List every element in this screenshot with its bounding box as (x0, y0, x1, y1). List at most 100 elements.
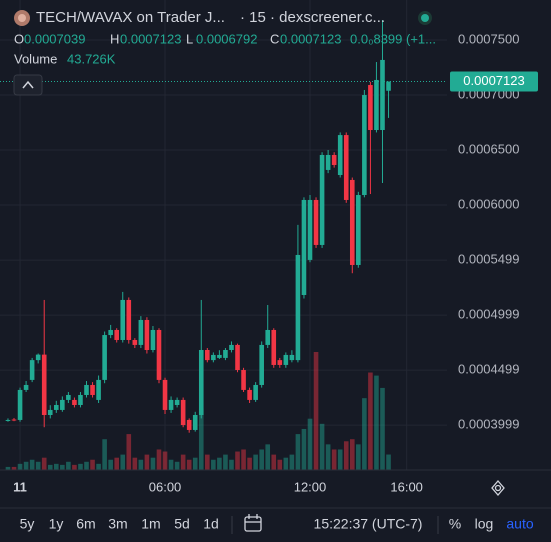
candle-body (156, 329, 162, 380)
candle-body (283, 354, 289, 365)
candle-body (102, 335, 107, 380)
candle-body (265, 329, 271, 345)
volume-bar (29, 459, 35, 470)
candle-body (289, 354, 295, 361)
y-tick-label: 0.0004499 (458, 362, 519, 377)
ohlc-value: 0.0006792 (196, 31, 257, 46)
volume-bar (247, 457, 252, 470)
volume-bar (90, 459, 95, 470)
scale-option[interactable]: auto (506, 516, 533, 532)
candle-body (66, 394, 71, 400)
candle-body (120, 299, 126, 340)
candle-body (259, 344, 264, 385)
volume-bar (349, 439, 355, 470)
candle-body (192, 415, 198, 430)
scale-option[interactable]: % (449, 516, 461, 532)
candle-body (307, 199, 313, 260)
candle-body (47, 409, 53, 416)
candle-body (162, 379, 168, 410)
candle-body (235, 344, 240, 371)
time-label[interactable]: 15:22:37 (UTC-7) (314, 516, 423, 532)
candle-body (368, 85, 373, 131)
volume-bar (295, 434, 301, 470)
volume-bar (60, 464, 65, 470)
volume-bar (126, 434, 132, 470)
volume-bar (96, 463, 101, 470)
range-button[interactable]: 3m (108, 516, 127, 532)
volume-bar (259, 449, 264, 470)
candle-body (35, 354, 41, 361)
volume-bar (5, 466, 11, 470)
volume-bar (168, 459, 174, 470)
candle-body (301, 199, 307, 296)
volume-bar (114, 457, 120, 470)
volume-bar (235, 451, 240, 470)
y-tick-label: 0.0007500 (458, 31, 519, 46)
volume-bar (53, 463, 59, 470)
volume-bar (271, 454, 277, 470)
candle-body (343, 135, 349, 200)
range-button[interactable]: 6m (76, 516, 95, 532)
range-button[interactable]: 1y (49, 516, 64, 532)
ohlc-key: C (270, 31, 279, 46)
candle-body (90, 384, 95, 395)
volume-bar (192, 457, 198, 470)
candle-body (277, 360, 283, 365)
volume-bar (132, 457, 138, 470)
ohlc-key: L (186, 31, 193, 46)
candle-body (180, 399, 186, 426)
volume-bar (138, 459, 144, 470)
chart-title: TECH/WAVAX on Trader J... (36, 9, 225, 26)
scale-option[interactable]: log (475, 516, 494, 532)
volume-bar (180, 454, 186, 470)
ohlc-key: H (110, 31, 119, 46)
range-button[interactable]: 5y (20, 516, 35, 532)
candle-body (205, 349, 210, 361)
volume-bar (380, 387, 385, 470)
candle-body (337, 135, 343, 175)
compare-icon[interactable] (244, 514, 262, 532)
candle-body (198, 349, 204, 416)
volume-bar (331, 449, 337, 470)
candle-body (138, 319, 144, 345)
volume-bar (265, 444, 271, 470)
volume-bar (343, 441, 349, 470)
candle-body (84, 384, 89, 395)
chart-subtitle: · 15 · dexscreener.c... (240, 9, 385, 26)
range-button[interactable]: 1m (141, 516, 160, 532)
volume-bar (108, 459, 113, 470)
candle-body (41, 354, 47, 416)
candle-body (223, 349, 228, 358)
range-button[interactable]: 1d (203, 516, 219, 532)
x-tick-label: 16:00 (390, 479, 423, 494)
candle-body (356, 195, 361, 265)
x-tick-label: 12:00 (294, 479, 327, 494)
collapse-icon[interactable] (22, 80, 34, 89)
candle-body (362, 95, 367, 196)
candle-body (23, 384, 29, 390)
range-button[interactable]: 5d (174, 516, 190, 532)
volume-bar (362, 398, 367, 470)
last-price-label: 0.0007123 (463, 73, 524, 88)
status-dot (421, 14, 429, 22)
candle-body (380, 59, 385, 131)
volume-bar (17, 463, 23, 470)
candle-body (108, 329, 113, 336)
candle-body (17, 389, 23, 420)
candle-body (150, 329, 156, 350)
candle-body (60, 399, 65, 410)
candle-body (319, 154, 325, 245)
token-icon-inner (18, 14, 26, 22)
volume-bar (253, 454, 258, 470)
volume-bar (35, 461, 41, 470)
volume-bar (217, 457, 222, 470)
settings-icon[interactable] (491, 480, 505, 496)
collapse-button[interactable] (13, 74, 43, 96)
volume-bar (186, 459, 192, 470)
volume-bar (156, 449, 162, 470)
candle-body (5, 419, 11, 421)
volume-bar (229, 459, 234, 470)
candle-body (386, 81, 391, 91)
y-tick-label: 0.0003999 (458, 417, 519, 432)
